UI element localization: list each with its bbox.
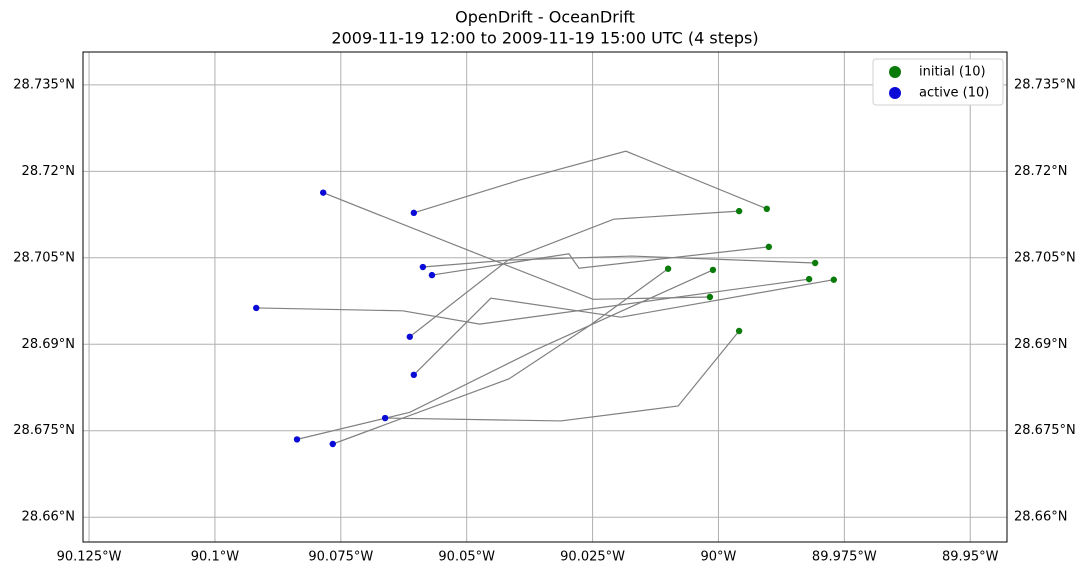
trajectory-line (413, 279, 834, 376)
trajectory-line (256, 278, 810, 325)
x-tick-label: 90.075°W (308, 550, 373, 565)
active-point (406, 333, 413, 340)
trajectory-line (422, 255, 816, 268)
y-tick-label: 28.735°N (13, 77, 75, 92)
active-point (329, 440, 336, 448)
x-tick-label: 90°W (701, 550, 737, 565)
active-point (410, 371, 418, 379)
y-tick-label: 28.66°N (22, 510, 75, 525)
x-tick-label: 90.025°W (560, 550, 625, 565)
initial-point (735, 207, 743, 215)
trajectory-line (385, 330, 740, 422)
y-tick-label: 28.69°N (22, 337, 75, 352)
active-point (253, 304, 260, 312)
legend: initial (10) active (10) (872, 58, 1004, 106)
y-tick-label: 28.72°N (22, 164, 75, 179)
y-tick-label-right: 28.69°N (1014, 337, 1067, 352)
initial-point (664, 265, 672, 272)
x-tick-label: 90.1°W (191, 550, 239, 565)
initial-point (709, 266, 717, 274)
trajectory-line (332, 268, 669, 445)
y-tick-label-right: 28.705°N (1014, 250, 1076, 265)
trajectory-line (296, 269, 714, 440)
legend-marker (889, 66, 901, 78)
y-tick-label: 28.705°N (13, 250, 75, 265)
trajectory-line (322, 192, 710, 300)
y-tick-label: 28.675°N (13, 423, 75, 438)
x-tick-label: 90.125°W (57, 550, 122, 565)
y-tick-label-right: 28.735°N (1014, 77, 1076, 92)
y-tick-label-right: 28.72°N (1014, 164, 1067, 179)
active-point (319, 189, 327, 196)
legend-marker (889, 87, 901, 99)
initial-point (811, 259, 819, 267)
y-tick-label-right: 28.66°N (1014, 510, 1067, 525)
initial-point (805, 275, 813, 283)
initial-point (763, 205, 771, 212)
x-tick-label: 89.975°W (812, 550, 877, 565)
initial-point (765, 243, 773, 251)
legend-label: active (10) (919, 86, 989, 101)
x-tick-label: 90.05°W (438, 550, 495, 565)
active-point (381, 414, 389, 422)
chart-subtitle: 2009-11-19 12:00 to 2009-11-19 15:00 UTC… (331, 29, 758, 48)
legend-box (872, 58, 1004, 106)
initial-point (706, 293, 714, 301)
y-tick-label-right: 28.675°N (1014, 423, 1076, 438)
active-point (419, 263, 427, 271)
trajectory-line (413, 150, 768, 214)
initial-point (735, 327, 743, 335)
legend-label: initial (10) (919, 65, 986, 80)
trajectory-line (409, 210, 740, 338)
active-point (293, 436, 301, 443)
chart-title: OpenDrift - OceanDrift (455, 8, 635, 27)
active-point (410, 209, 418, 217)
active-point (428, 271, 436, 279)
initial-point (830, 276, 837, 283)
plot-frame (82, 51, 1008, 543)
x-tick-label: 89.95°W (942, 550, 999, 565)
